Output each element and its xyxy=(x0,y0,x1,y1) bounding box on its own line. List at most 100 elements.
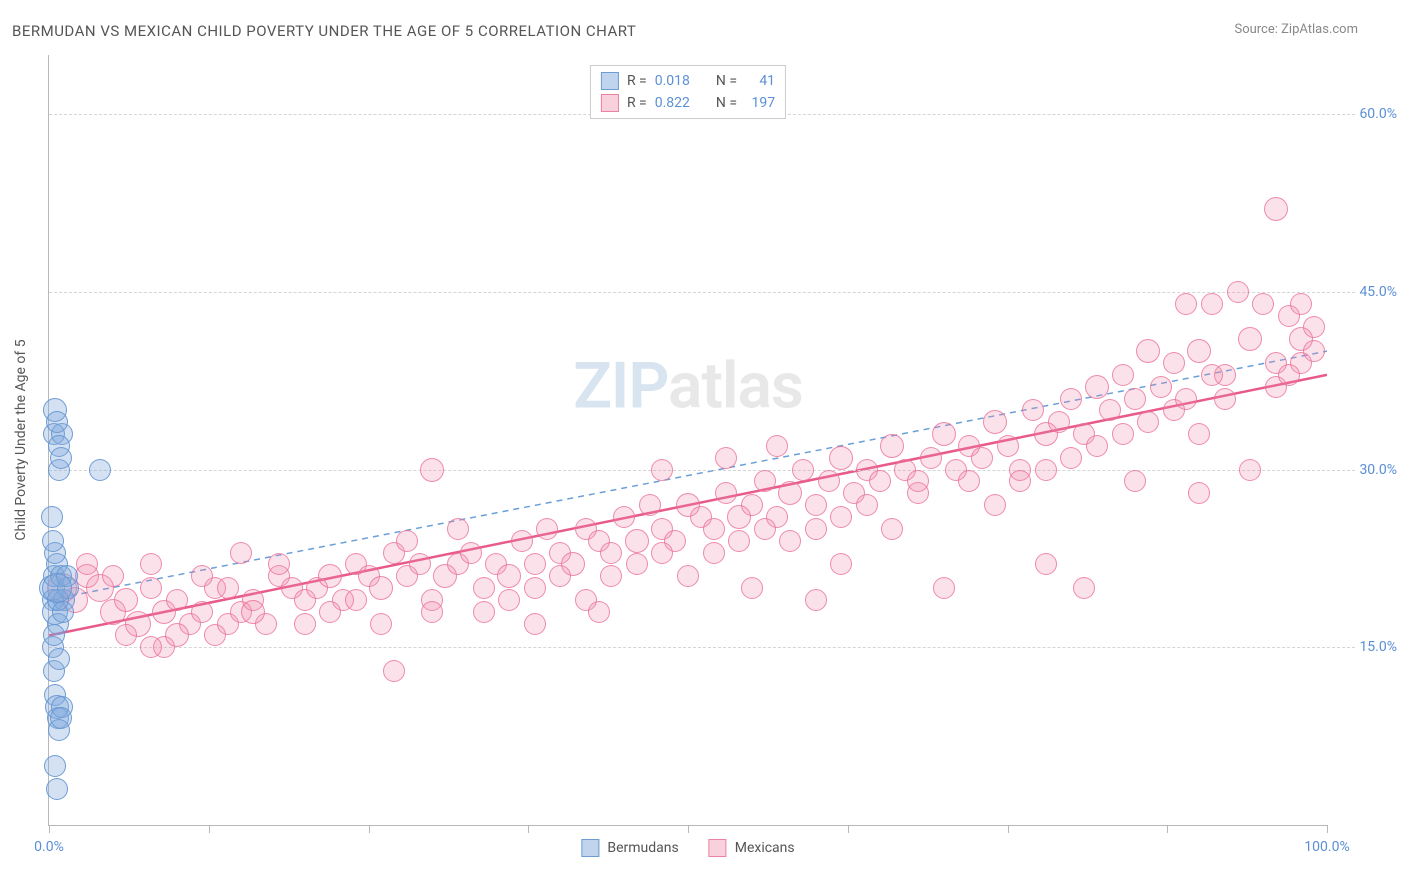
scatter-point-pink xyxy=(319,601,341,623)
scatter-point-pink xyxy=(728,530,750,552)
legend-series-label: Mexicans xyxy=(735,840,795,856)
scatter-point-pink xyxy=(626,553,648,575)
scatter-point-pink xyxy=(318,564,342,588)
scatter-point-pink xyxy=(140,553,162,575)
scatter-point-pink xyxy=(997,435,1019,457)
scatter-point-blue xyxy=(44,755,66,777)
scatter-point-blue xyxy=(50,447,72,469)
y-tick-label: 45.0% xyxy=(1359,284,1397,300)
scatter-point-pink xyxy=(1252,293,1274,315)
scatter-point-pink xyxy=(191,565,213,587)
scatter-point-pink xyxy=(613,506,635,528)
source-credit: Source: ZipAtlas.com xyxy=(1234,22,1358,37)
scatter-point-pink xyxy=(639,494,661,516)
scatter-point-pink xyxy=(114,588,138,612)
scatter-point-pink xyxy=(268,553,290,575)
y-axis-title: Child Poverty Under the Age of 5 xyxy=(13,339,29,540)
scatter-point-pink xyxy=(1060,447,1082,469)
scatter-point-pink xyxy=(1086,435,1108,457)
legend-series-item: Bermudans xyxy=(581,839,678,857)
scatter-point-pink xyxy=(984,494,1006,516)
scatter-point-pink xyxy=(140,577,162,599)
legend-n-value: 197 xyxy=(745,95,775,111)
scatter-point-blue xyxy=(41,506,63,528)
x-tick xyxy=(209,825,210,833)
scatter-point-blue xyxy=(89,459,111,481)
scatter-point-pink xyxy=(1214,388,1236,410)
scatter-point-pink xyxy=(1085,375,1109,399)
scatter-point-pink xyxy=(1022,399,1044,421)
source-label: Source: xyxy=(1234,22,1281,37)
scatter-point-pink xyxy=(1201,364,1223,386)
scatter-point-pink xyxy=(703,542,725,564)
scatter-point-pink xyxy=(230,542,252,564)
scatter-point-pink xyxy=(677,565,699,587)
gridline xyxy=(49,470,1355,471)
scatter-point-pink xyxy=(396,530,418,552)
scatter-point-blue xyxy=(46,411,68,433)
scatter-point-pink xyxy=(1073,577,1095,599)
scatter-point-pink xyxy=(511,530,533,552)
scatter-point-pink xyxy=(166,589,188,611)
scatter-point-pink xyxy=(369,576,393,600)
scatter-point-pink xyxy=(294,613,316,635)
scatter-point-pink xyxy=(818,470,840,492)
scatter-point-pink xyxy=(1175,388,1197,410)
scatter-point-pink xyxy=(1201,293,1223,315)
legend-r-label: R = xyxy=(627,95,647,111)
scatter-point-pink xyxy=(778,481,802,505)
scatter-point-pink xyxy=(1124,388,1146,410)
legend-n-label: N = xyxy=(716,95,737,111)
scatter-point-pink xyxy=(1303,340,1325,362)
legend-swatch-pink xyxy=(601,94,619,112)
legend-stats-row: R =0.018N =41 xyxy=(601,70,775,92)
scatter-point-pink xyxy=(1264,197,1288,221)
regression-lines xyxy=(49,55,1327,825)
x-tick xyxy=(369,825,370,833)
scatter-point-pink xyxy=(370,613,392,635)
watermark-atlas: atlas xyxy=(668,349,803,424)
gridline xyxy=(49,647,1355,648)
legend-r-value: 0.822 xyxy=(655,95,690,111)
legend-swatch-blue xyxy=(581,839,599,857)
scatter-point-pink xyxy=(1239,459,1261,481)
scatter-point-pink xyxy=(754,470,776,492)
scatter-point-pink xyxy=(549,565,571,587)
scatter-point-pink xyxy=(1035,553,1057,575)
y-tick-label: 60.0% xyxy=(1359,106,1397,122)
scatter-point-pink xyxy=(345,589,367,611)
scatter-point-pink xyxy=(600,542,622,564)
scatter-point-pink xyxy=(473,577,495,599)
scatter-point-pink xyxy=(524,613,546,635)
scatter-point-blue xyxy=(42,530,64,552)
scatter-point-pink xyxy=(1009,470,1031,492)
scatter-point-pink xyxy=(241,600,265,624)
scatter-point-pink xyxy=(983,410,1007,434)
scatter-point-pink xyxy=(115,624,137,646)
scatter-point-pink xyxy=(1136,339,1160,363)
legend-series-item: Mexicans xyxy=(709,839,795,857)
scatter-point-pink xyxy=(165,623,189,647)
chart-container: BERMUDAN VS MEXICAN CHILD POVERTY UNDER … xyxy=(0,0,1406,892)
scatter-point-pink xyxy=(1278,364,1300,386)
x-tick xyxy=(49,825,50,833)
source-name[interactable]: ZipAtlas.com xyxy=(1281,22,1358,37)
scatter-point-pink xyxy=(779,530,801,552)
watermark-zip: ZIP xyxy=(573,349,668,424)
scatter-point-pink xyxy=(933,577,955,599)
gridline xyxy=(49,292,1355,293)
scatter-point-blue xyxy=(48,648,70,670)
scatter-point-pink xyxy=(1290,293,1312,315)
scatter-point-pink xyxy=(421,601,443,623)
scatter-point-pink xyxy=(1188,482,1210,504)
x-tick-label: 100.0% xyxy=(1304,839,1349,855)
scatter-point-pink xyxy=(536,518,558,540)
scatter-point-pink xyxy=(805,589,827,611)
scatter-point-pink xyxy=(651,542,673,564)
watermark: ZIPatlas xyxy=(573,349,803,424)
scatter-point-pink xyxy=(524,553,546,575)
scatter-point-pink xyxy=(715,447,737,469)
y-tick-label: 30.0% xyxy=(1359,462,1397,478)
scatter-point-pink xyxy=(409,553,431,575)
scatter-point-pink xyxy=(958,470,980,492)
